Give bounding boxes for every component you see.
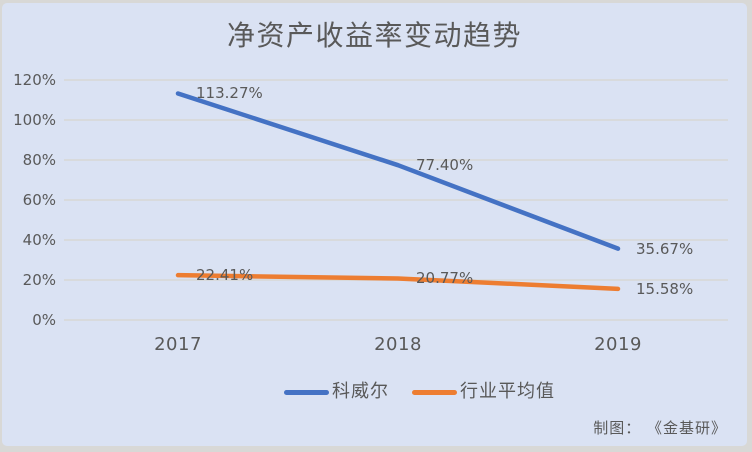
y-axis-tick-label: 60% [22, 191, 56, 209]
legend-label: 行业平均值 [460, 381, 555, 402]
y-axis-tick-label: 80% [22, 151, 56, 169]
y-axis-tick-label: 120% [13, 71, 56, 89]
x-axis-tick-label: 2017 [154, 334, 202, 355]
legend-line-swatch [412, 389, 457, 395]
data-label: 22.41% [196, 266, 254, 285]
chart-title: 净资产收益率变动趋势 [226, 19, 522, 52]
data-label: 113.27% [196, 84, 263, 103]
y-axis-tick-label: 100% [13, 111, 56, 129]
series-line [175, 272, 621, 292]
legend-item: 科威尔 [284, 383, 389, 401]
data-label: 77.40% [416, 156, 474, 175]
y-axis-tick-label: 20% [22, 271, 56, 289]
chart-panel: 净资产收益率变动趋势 120% 100% 80% 60% 40% 20% 0% 2017 20… [2, 3, 747, 446]
legend: 科威尔 行业平均值 [284, 383, 555, 401]
x-axis-tick-label: 2019 [594, 334, 642, 355]
data-label: 35.67% [636, 239, 694, 258]
plot-area [64, 79, 728, 321]
credit-text: 制图： 《金基研》 [593, 419, 727, 437]
series-line [175, 91, 621, 251]
legend-line-swatch [284, 389, 329, 395]
legend-item: 行业平均值 [412, 383, 555, 401]
data-label: 20.77% [416, 269, 474, 288]
x-axis-tick-label: 2018 [374, 334, 422, 355]
data-label: 15.58% [636, 279, 694, 298]
y-axis-tick-label: 0% [32, 311, 56, 329]
y-axis-tick-label: 40% [22, 231, 56, 249]
legend-label: 科威尔 [332, 381, 389, 402]
